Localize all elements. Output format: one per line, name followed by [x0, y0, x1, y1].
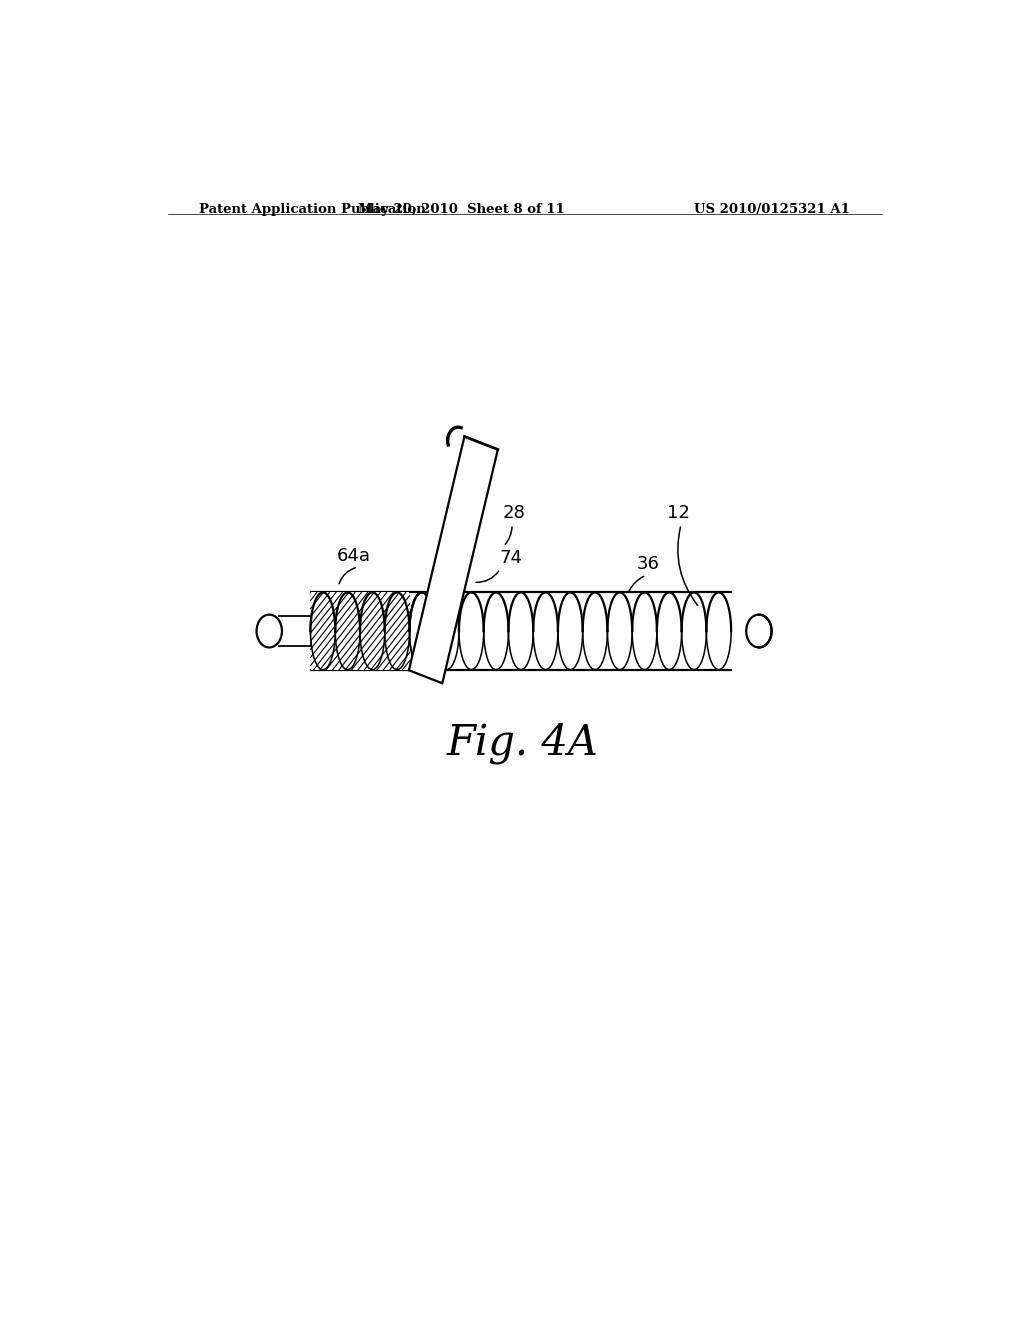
- Polygon shape: [409, 437, 498, 684]
- Text: 36: 36: [636, 556, 659, 573]
- Text: May 20, 2010  Sheet 8 of 11: May 20, 2010 Sheet 8 of 11: [358, 203, 564, 216]
- Text: US 2010/0125321 A1: US 2010/0125321 A1: [694, 203, 850, 216]
- Ellipse shape: [746, 615, 772, 647]
- Text: 74: 74: [500, 549, 522, 568]
- Ellipse shape: [257, 615, 282, 647]
- Text: Patent Application Publication: Patent Application Publication: [200, 203, 426, 216]
- Polygon shape: [310, 593, 410, 669]
- Text: Fig. 4A: Fig. 4A: [446, 722, 598, 764]
- Text: 64a: 64a: [337, 546, 371, 565]
- Text: 28: 28: [503, 504, 526, 523]
- Text: 12: 12: [667, 504, 689, 523]
